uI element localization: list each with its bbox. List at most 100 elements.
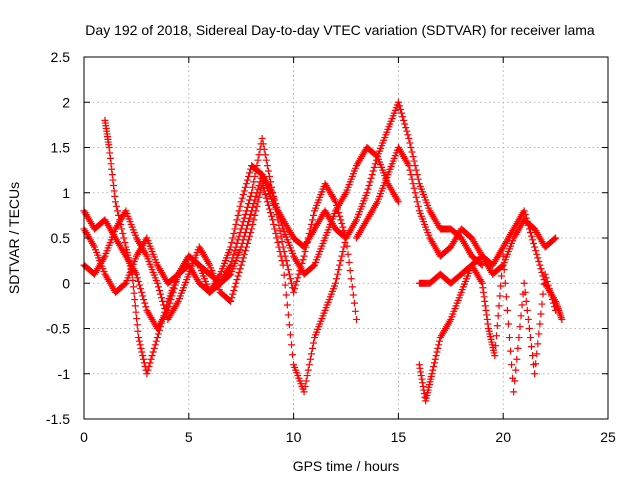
data-point-marker [146, 359, 154, 367]
data-point-marker [434, 344, 442, 352]
data-point-marker [432, 352, 440, 360]
data-point-marker [275, 210, 283, 218]
data-point-marker [399, 113, 407, 121]
data-point-marker [502, 293, 510, 301]
data-point-marker [107, 160, 115, 168]
data-point-marker [271, 196, 279, 204]
data-point-marker [138, 348, 146, 356]
data-point-marker [277, 232, 285, 240]
data-point-marker [153, 279, 161, 287]
data-point-marker [339, 248, 347, 256]
y-tick-label: 1.5 [51, 140, 71, 156]
data-point-marker [337, 216, 345, 224]
data-point-marker [305, 361, 313, 369]
data-point-marker [411, 189, 419, 197]
data-point-marker [303, 239, 311, 247]
data-point-marker [301, 248, 309, 256]
data-point-marker [285, 270, 293, 278]
data-point-marker [336, 212, 344, 220]
data-point-marker [428, 370, 436, 378]
data-point-marker [336, 261, 344, 269]
data-point-marker [154, 283, 162, 291]
data-point-marker [133, 315, 141, 323]
data-point-marker [236, 265, 244, 273]
data-point-marker [148, 352, 156, 360]
data-point-marker [153, 334, 161, 342]
data-point-marker [229, 234, 237, 242]
data-point-marker [363, 189, 371, 197]
data-point-marker [538, 300, 546, 308]
data-point-marker [513, 355, 521, 363]
data-point-marker [254, 156, 262, 164]
data-point-marker [240, 250, 248, 258]
data-point-marker [413, 171, 421, 179]
data-point-marker [408, 175, 416, 183]
data-point-marker [270, 192, 278, 200]
data-point-marker [227, 297, 235, 305]
data-point-marker [534, 254, 542, 262]
data-point-marker [517, 312, 525, 320]
data-point-marker [152, 337, 160, 345]
data-point-marker [232, 220, 240, 228]
data-point-marker [135, 337, 143, 345]
x-tick-label: 15 [391, 429, 407, 445]
data-point-marker [526, 334, 534, 342]
data-point-marker [264, 167, 272, 175]
data-point-marker [144, 366, 152, 374]
data-point-marker [262, 156, 270, 164]
data-point-marker [409, 180, 417, 188]
data-point-marker [246, 214, 254, 222]
data-point-marker [158, 294, 166, 302]
data-point-marker [483, 311, 491, 319]
x-axis-label: GPS time / hours [293, 458, 400, 474]
data-point-marker [481, 302, 489, 310]
data-point-marker [136, 341, 144, 349]
data-point-marker [238, 194, 246, 202]
data-point-marker [121, 280, 129, 288]
data-point-marker [307, 220, 315, 228]
data-point-marker [250, 200, 258, 208]
data-point-marker [136, 281, 144, 289]
data-point-marker [255, 193, 263, 201]
data-point-marker [288, 279, 296, 287]
data-point-marker [133, 274, 141, 282]
chart-title: Day 192 of 2018, Sidereal Day-to-day VTE… [85, 22, 595, 38]
data-point-marker [521, 210, 529, 218]
data-point-marker [398, 109, 406, 117]
data-point-marker [535, 258, 543, 266]
data-point-marker [263, 162, 271, 170]
data-point-marker [395, 102, 403, 110]
data-point-marker [304, 234, 312, 242]
data-point-marker [151, 341, 159, 349]
data-point-marker [400, 116, 408, 124]
data-point-marker [515, 334, 523, 342]
data-point-marker [242, 180, 250, 188]
data-point-marker [108, 171, 116, 179]
data-point-marker [239, 191, 247, 199]
data-point-marker [109, 176, 117, 184]
data-point-marker [251, 196, 259, 204]
data-point-marker [288, 341, 296, 349]
data-point-marker [516, 323, 524, 331]
data-point-marker [367, 174, 375, 182]
data-point-marker [492, 342, 500, 350]
series-track-3 [80, 180, 350, 396]
y-tick-label: 1 [62, 185, 70, 201]
data-point-marker [159, 297, 167, 305]
data-point-marker [249, 220, 257, 228]
data-point-marker [110, 182, 118, 190]
data-point-marker [233, 216, 241, 224]
x-tick-label: 20 [495, 429, 511, 445]
data-point-marker [495, 302, 503, 310]
data-point-marker [531, 370, 539, 378]
data-point-marker [529, 352, 537, 360]
data-point-marker [346, 267, 354, 275]
data-point-marker [522, 297, 530, 305]
data-point-marker [501, 279, 509, 287]
data-point-marker [143, 370, 151, 378]
data-points [80, 98, 566, 405]
data-point-marker [334, 270, 342, 278]
data-point-marker [267, 209, 275, 217]
data-point-marker [235, 207, 243, 215]
data-point-marker [351, 307, 359, 315]
